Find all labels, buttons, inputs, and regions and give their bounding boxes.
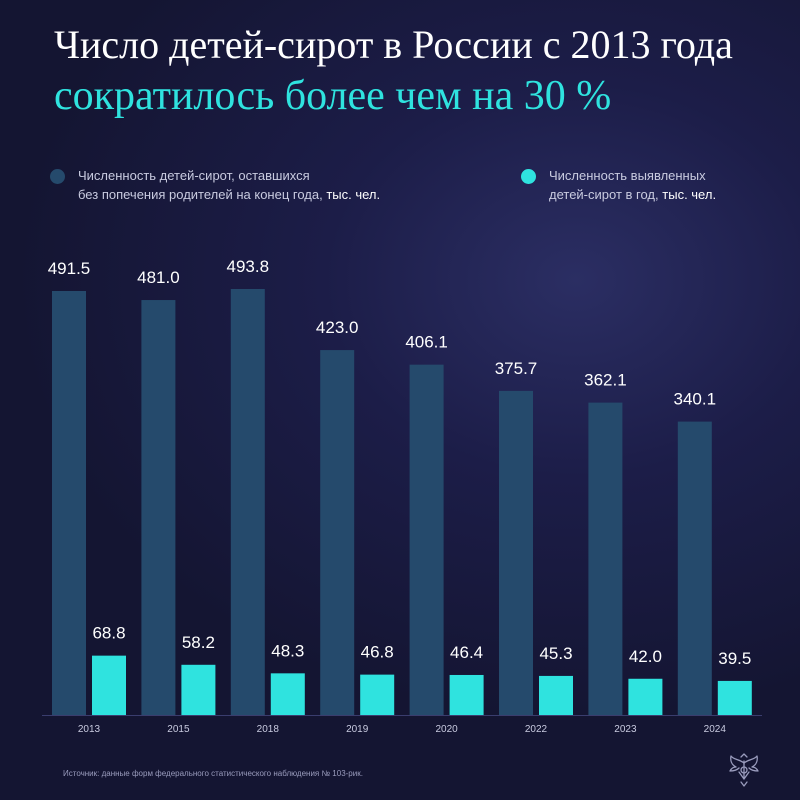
bar-orphans-identified bbox=[539, 675, 573, 715]
data-label: 48.3 bbox=[271, 641, 304, 660]
data-label: 46.8 bbox=[361, 643, 394, 662]
bar-orphans-total bbox=[230, 289, 265, 715]
x-tick-label: 2019 bbox=[346, 724, 369, 735]
bar-orphans-identified bbox=[181, 664, 216, 715]
data-label: 45.3 bbox=[539, 644, 572, 663]
data-label: 375.7 bbox=[495, 359, 538, 378]
legend-unit: тыс. чел. bbox=[662, 187, 717, 202]
legend-item-orphans-total: Численность детей-сирот, оставшихся без … bbox=[50, 166, 470, 204]
double-headed-eagle-icon bbox=[729, 753, 759, 787]
legend-unit: тыс. чел. bbox=[326, 187, 381, 202]
bar-orphans-identified bbox=[92, 655, 126, 715]
legend-text-line-1: Численность детей-сирот, оставшихся bbox=[78, 168, 310, 183]
legend-text-line-2: детей-сирот в год, bbox=[549, 187, 659, 202]
bar-orphans-total bbox=[588, 402, 623, 715]
bar-orphans-identified bbox=[628, 678, 663, 715]
data-label: 362.1 bbox=[584, 371, 627, 390]
x-tick-label: 2013 bbox=[78, 724, 101, 735]
x-tick-label: 2022 bbox=[525, 724, 548, 735]
bar-orphans-identified bbox=[270, 673, 305, 715]
legend-swatch-orphans-identified bbox=[521, 169, 536, 184]
data-label: 39.5 bbox=[718, 649, 751, 668]
data-label: 491.5 bbox=[48, 259, 91, 278]
legend-text-line-2: без попечения родителей на конец года, bbox=[78, 187, 323, 202]
x-tick-label: 2015 bbox=[167, 724, 190, 735]
x-tick-label: 2023 bbox=[614, 724, 637, 735]
data-label: 58.2 bbox=[182, 633, 215, 652]
bar-orphans-identified bbox=[717, 680, 752, 715]
bar-orphans-total bbox=[141, 300, 176, 715]
data-label: 493.8 bbox=[227, 257, 270, 276]
legend-swatch-orphans-total bbox=[50, 169, 65, 184]
x-tick-label: 2024 bbox=[704, 724, 727, 735]
bar-orphans-total bbox=[52, 290, 86, 715]
bar-orphans-total bbox=[409, 364, 444, 715]
data-label: 42.0 bbox=[629, 647, 662, 666]
data-label: 340.1 bbox=[674, 390, 717, 409]
page-title: Число детей-сирот в России с 2013 года с… bbox=[54, 20, 774, 122]
legend-text-line-1: Численность выявленных bbox=[549, 168, 706, 183]
data-label: 46.4 bbox=[450, 643, 483, 662]
x-tick-label: 2018 bbox=[257, 724, 280, 735]
bar-orphans-identified bbox=[360, 674, 395, 715]
bar-orphans-total bbox=[320, 350, 355, 715]
bar-orphans-identified bbox=[449, 674, 484, 715]
bar-orphans-total bbox=[499, 390, 533, 715]
source-note: Источник: данные форм федерального стати… bbox=[63, 769, 363, 778]
title-line-1: Число детей-сирот в России с 2013 года bbox=[54, 22, 733, 67]
data-label: 423.0 bbox=[316, 318, 359, 337]
legend-item-orphans-identified: Численность выявленных детей-сирот в год… bbox=[521, 166, 791, 204]
bar-orphans-total bbox=[677, 421, 712, 715]
data-label: 406.1 bbox=[405, 333, 448, 352]
data-label: 68.8 bbox=[92, 624, 125, 643]
x-tick-label: 2020 bbox=[435, 724, 458, 735]
title-line-2: сократилось более чем на 30 % bbox=[54, 73, 612, 119]
data-label: 481.0 bbox=[137, 268, 180, 287]
